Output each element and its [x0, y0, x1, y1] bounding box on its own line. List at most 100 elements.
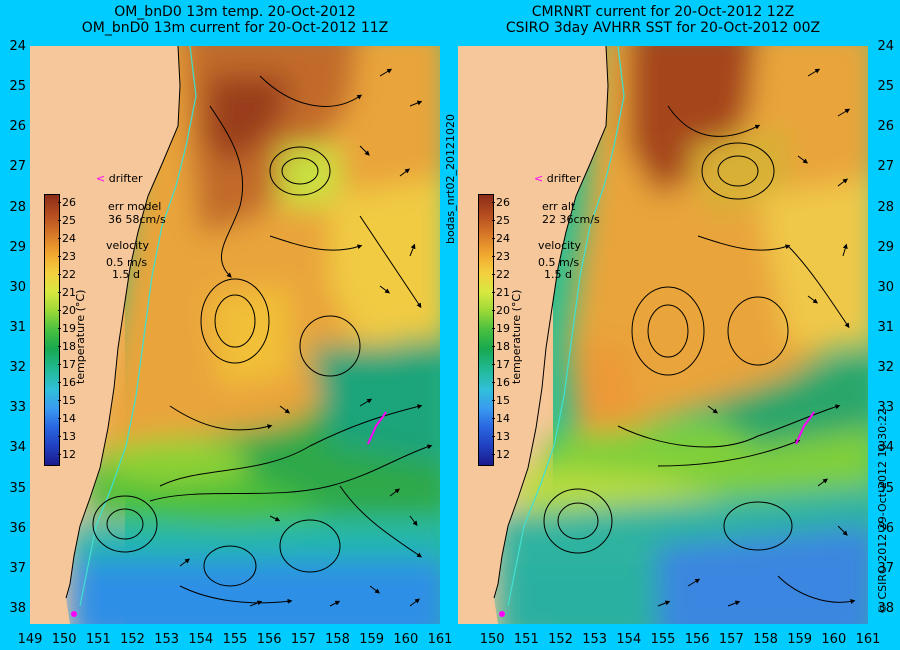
longitude-tick: 156 — [256, 632, 282, 647]
longitude-tick: 151 — [513, 632, 539, 647]
colorbar-tick: 19 — [492, 322, 510, 335]
longitude-tick: 156 — [684, 632, 710, 647]
drifter-marker-icon: < — [96, 172, 106, 185]
colorbar-tick: 12 — [58, 448, 76, 461]
longitude-tick: 159 — [359, 632, 385, 647]
latitude-tick: 24 — [877, 39, 894, 54]
colorbar-tick: 21 — [58, 286, 76, 299]
drifter-label: drifter — [546, 172, 581, 185]
latitude-tick: 25 — [877, 79, 894, 95]
colorbar-tick: 26 — [58, 196, 76, 209]
colorbar-title: temperature (°C) — [74, 289, 87, 384]
longitude-tick: 160 — [393, 632, 419, 647]
latitude-tick: 29 — [9, 239, 26, 255]
latitude-tick: 32 — [877, 360, 894, 376]
error-value: 22 36cm/s — [542, 213, 600, 226]
longitude-tick: 151 — [85, 632, 111, 647]
error-value: 36 58cm/s — [108, 213, 166, 226]
colorbar-tick: 17 — [492, 358, 510, 371]
longitude-tick: 161 — [427, 632, 453, 647]
longitude-tick: 157 — [718, 632, 744, 647]
latitude-tick: 35 — [877, 480, 894, 496]
satellite-sst-field — [458, 46, 868, 624]
velocity-scale: 0.5 m/s — [106, 256, 148, 269]
colorbar-tick: 24 — [58, 232, 76, 245]
right-panel-title: CMRNRT current for 20-Oct-2012 12Z CSIRO… — [458, 4, 868, 36]
colorbar-tick: 14 — [492, 412, 510, 425]
latitude-tick: 27 — [877, 159, 894, 175]
colorbar-tick: 16 — [492, 376, 510, 389]
latitude-tick: 32 — [9, 360, 26, 376]
latitude-tick: 29 — [877, 239, 894, 255]
longitude-tick: 153 — [582, 632, 608, 647]
left-panel-title: OM_bnD0 13m temp. 20-Oct-2012 OM_bnD0 13… — [30, 4, 440, 36]
drifter-marker-icon: < — [534, 172, 544, 185]
latitude-tick: 38 — [9, 600, 26, 616]
latitude-axis-left: 24 25 26 27 28 29 30 31 32 33 34 35 36 37 38 — [0, 40, 28, 624]
colorbar-tick: 13 — [58, 430, 76, 443]
colorbar-tick: 20 — [58, 304, 76, 317]
colorbar-tick: 12 — [492, 448, 510, 461]
longitude-tick: 158 — [753, 632, 778, 647]
velocity-label: velocity — [538, 239, 581, 252]
latitude-tick: 26 — [9, 119, 26, 135]
colorbar-tick: 16 — [58, 376, 76, 389]
longitude-tick: 154 — [188, 632, 214, 647]
longitude-tick: 158 — [325, 632, 350, 647]
longitude-axis-right: 150 151 152 153 154 155 156 157 158 159 160 161 — [450, 633, 900, 649]
drifter-legend: < drifter — [96, 172, 143, 185]
latitude-tick: 37 — [9, 560, 26, 576]
satellite-sst-map: < drifter 26 25 24 23 22 21 20 19 18 17 16 15 14 13 12… — [458, 46, 868, 624]
latitude-axis-right: 24 25 26 27 28 29 30 31 32 33 34 35 36 37 38 — [868, 40, 896, 624]
colorbar-tick: 25 — [492, 214, 510, 227]
velocity-scale: 0.5 m/s — [538, 256, 580, 269]
temperature-colorbar — [44, 194, 60, 466]
latitude-tick: 30 — [9, 279, 26, 295]
error-label: err alt — [542, 200, 576, 213]
colorbar-tick: 18 — [492, 340, 510, 353]
longitude-axis-left: 149 150 151 152 153 154 155 156 157 158 159 160 161 — [0, 632, 453, 649]
latitude-tick: 28 — [877, 199, 894, 215]
longitude-tick: 150 — [51, 632, 77, 647]
temperature-colorbar — [478, 194, 494, 466]
colorbar-tick: 15 — [58, 394, 76, 407]
latitude-tick: 37 — [877, 560, 894, 576]
velocity-label: velocity — [106, 239, 149, 252]
colorbar-tick: 20 — [492, 304, 510, 317]
longitude-tick: 159 — [787, 632, 813, 647]
velocity-time: 1.5 d — [112, 268, 140, 281]
latitude-tick: 28 — [9, 199, 26, 215]
longitude-tick: 160 — [821, 632, 847, 647]
drifter-legend: < drifter — [534, 172, 581, 185]
colorbar-tick: 23 — [492, 250, 510, 263]
model-temperature-field — [30, 46, 440, 624]
velocity-time: 1.5 d — [544, 268, 572, 281]
latitude-tick: 24 — [9, 39, 26, 54]
colorbar-tick: 13 — [492, 430, 510, 443]
latitude-tick: 26 — [877, 119, 894, 135]
longitude-tick: 157 — [290, 632, 316, 647]
latitude-tick: 36 — [877, 520, 894, 536]
latitude-tick: 31 — [877, 319, 894, 335]
colorbar-tick: 21 — [492, 286, 510, 299]
colorbar-tick: 22 — [58, 268, 76, 281]
longitude-tick: 152 — [120, 632, 145, 647]
colorbar-tick: 18 — [58, 340, 76, 353]
longitude-tick: 153 — [154, 632, 180, 647]
latitude-tick: 27 — [9, 159, 26, 175]
longitude-tick: 149 — [17, 632, 43, 647]
longitude-tick: 154 — [616, 632, 642, 647]
latitude-tick: 34 — [9, 440, 26, 456]
colorbar-tick: 22 — [492, 268, 510, 281]
model-temperature-map: < drifter 26 25 24 23 22 21 20 19 18 17 16 15 14 13 12… — [30, 46, 440, 624]
colorbar-tick: 26 — [492, 196, 510, 209]
colorbar-tick: 19 — [58, 322, 76, 335]
run-id-label: bodas_nrt02_20121020 — [444, 114, 457, 244]
latitude-tick: 31 — [9, 319, 26, 335]
longitude-tick: 152 — [548, 632, 573, 647]
longitude-tick: 155 — [650, 632, 676, 647]
longitude-tick: 150 — [479, 632, 505, 647]
credit-label: © CSIRO 2012 29-Oct-2012 10:30:22 — [876, 408, 889, 614]
latitude-tick: 25 — [9, 79, 26, 95]
right-title-line1: CMRNRT current for 20-Oct-2012 12Z — [531, 4, 795, 20]
